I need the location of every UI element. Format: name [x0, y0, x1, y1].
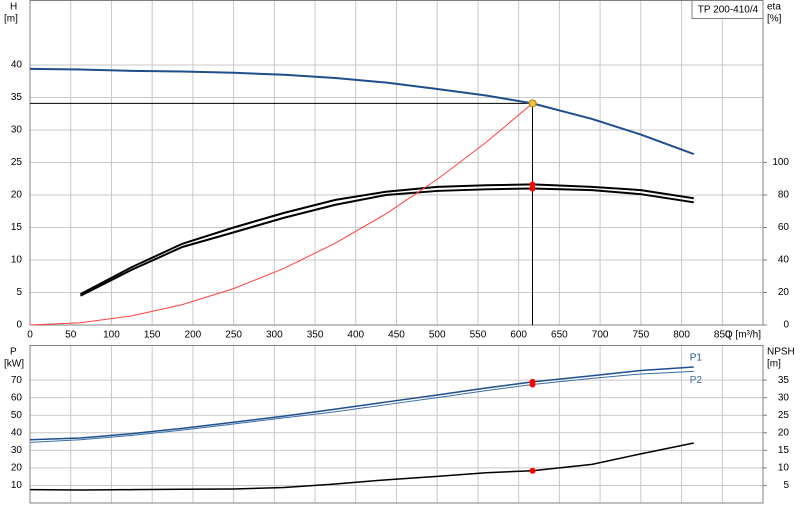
- y-unit: [kW]: [4, 359, 24, 370]
- chart-title: TP 200-410/4: [698, 5, 759, 16]
- curve: [80, 183, 694, 296]
- y-tick-label: 20: [11, 190, 23, 201]
- y2-label: NPSH: [767, 347, 795, 358]
- plot-frame: [29, 0, 764, 326]
- y2-tick-label: 25: [778, 410, 790, 421]
- y2-tick-label: 100: [772, 157, 789, 168]
- x-tick-label: 100: [103, 330, 120, 341]
- y2-tick-label: 20: [778, 427, 790, 438]
- y-tick-label: 40: [11, 60, 23, 71]
- y-tick-label: 10: [11, 480, 23, 491]
- marker: [529, 467, 536, 474]
- y2-label: eta: [767, 2, 781, 13]
- x-label: Q [m³/h]: [725, 330, 761, 341]
- curve-label: P2: [690, 375, 703, 386]
- curve: [29, 102, 533, 326]
- y-label: P: [10, 347, 17, 358]
- x-tick-label: 750: [632, 330, 649, 341]
- y2-tick-label: 30: [778, 392, 790, 403]
- x-tick-label: 700: [592, 330, 609, 341]
- x-tick-label: 850: [714, 330, 731, 341]
- y-tick-label: 40: [11, 427, 23, 438]
- y2-tick-label: 15: [778, 445, 790, 456]
- curve: [29, 366, 694, 441]
- y-tick-label: 0: [16, 320, 22, 331]
- y-tick-label: 30: [11, 125, 23, 136]
- curve-label: P1: [690, 353, 703, 364]
- y-tick-label: 10: [11, 255, 23, 266]
- y-tick-label: 50: [11, 410, 23, 421]
- y2-unit: [%]: [767, 14, 782, 25]
- x-tick-label: 800: [673, 330, 690, 341]
- y-tick-label: 15: [11, 222, 23, 233]
- curve: [80, 187, 694, 297]
- curve: [29, 442, 694, 491]
- y2-tick-label: 0: [783, 320, 789, 331]
- x-tick-label: 0: [27, 330, 33, 341]
- y-unit: [m]: [4, 14, 18, 25]
- y-tick-label: 5: [16, 287, 22, 298]
- y2-tick-label: 20: [778, 287, 790, 298]
- y2-tick-label: 10: [778, 463, 790, 474]
- y2-tick-label: 35: [778, 375, 790, 386]
- y-tick-label: 25: [11, 157, 23, 168]
- title-box: [691, 0, 764, 19]
- x-tick-label: 150: [144, 330, 161, 341]
- y2-unit: [m]: [767, 359, 781, 370]
- y-tick-label: 35: [11, 92, 23, 103]
- duty-point: [528, 99, 537, 108]
- curve: [29, 370, 694, 443]
- y-tick-label: 70: [11, 375, 23, 386]
- x-tick-label: 450: [388, 330, 405, 341]
- y-tick-label: 60: [11, 392, 23, 403]
- x-tick-label: 250: [225, 330, 242, 341]
- x-tick-label: 350: [307, 330, 324, 341]
- y2-tick-label: 60: [778, 222, 790, 233]
- marker: [529, 185, 536, 192]
- y2-tick-label: 5: [783, 480, 789, 491]
- y-tick-label: 20: [11, 463, 23, 474]
- x-tick-label: 550: [470, 330, 487, 341]
- y-label: H: [10, 2, 17, 13]
- x-tick-label: 200: [185, 330, 202, 341]
- x-tick-label: 500: [429, 330, 446, 341]
- x-tick-label: 50: [65, 330, 77, 341]
- curve: [29, 67, 695, 155]
- plot-frame: [29, 345, 764, 504]
- y2-tick-label: 40: [778, 255, 790, 266]
- marker: [529, 381, 536, 388]
- x-tick-label: 600: [510, 330, 527, 341]
- y-tick-label: 30: [11, 445, 23, 456]
- x-tick-label: 400: [347, 330, 364, 341]
- x-tick-label: 650: [551, 330, 568, 341]
- y2-tick-label: 80: [778, 190, 790, 201]
- x-tick-label: 300: [266, 330, 283, 341]
